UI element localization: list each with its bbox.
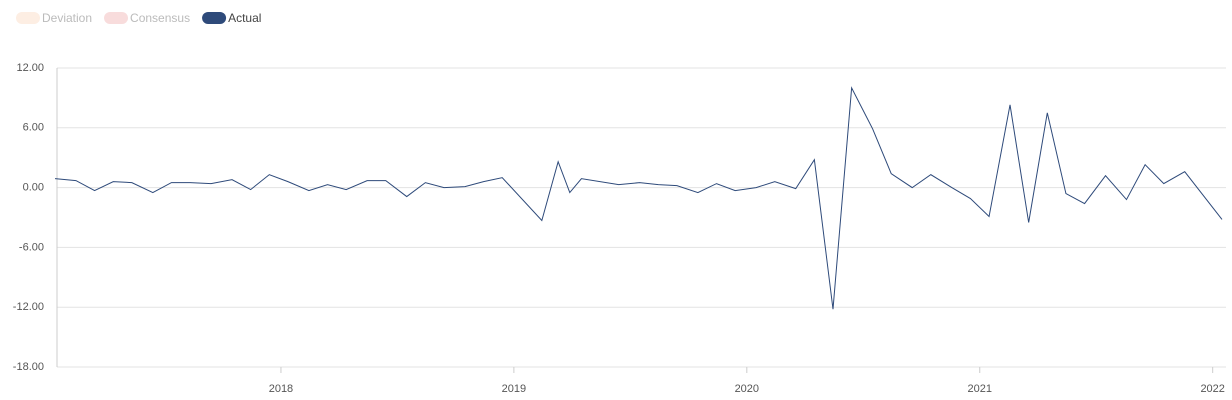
legend-label[interactable]: Consensus <box>130 11 190 25</box>
y-tick-label: 6.00 <box>23 122 44 134</box>
y-tick-label: 12.00 <box>16 62 44 74</box>
x-tick-label: 2021 <box>968 383 992 395</box>
y-tick-label: -12.00 <box>13 301 44 313</box>
y-tick-label: 0.00 <box>23 182 44 194</box>
x-tick-label: 2019 <box>502 383 526 395</box>
legend-swatch[interactable] <box>104 12 129 24</box>
x-tick-label: 2022 <box>1200 383 1224 395</box>
legend-label[interactable]: Deviation <box>42 11 92 25</box>
x-tick-label: 2018 <box>269 383 293 395</box>
x-tick-label: 2020 <box>735 383 759 395</box>
legend-label[interactable]: Actual <box>228 11 261 25</box>
data-line <box>54 86 1223 310</box>
y-tick-label: -18.00 <box>13 361 44 373</box>
legend-swatch[interactable] <box>16 12 40 24</box>
legend-swatch[interactable] <box>202 12 227 24</box>
y-tick-label: -6.00 <box>19 241 44 253</box>
